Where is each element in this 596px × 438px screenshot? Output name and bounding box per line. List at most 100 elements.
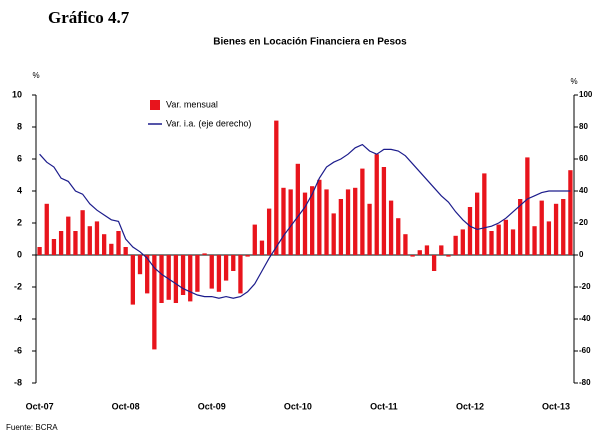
bar [288, 189, 293, 255]
bar [116, 231, 121, 255]
bar [439, 245, 444, 255]
bar [252, 224, 257, 255]
bar [446, 255, 451, 257]
bar [453, 235, 458, 255]
y-tick-label: -2 [14, 281, 22, 291]
bar [173, 255, 179, 303]
bar [80, 210, 85, 255]
bar [431, 255, 437, 271]
bar [553, 203, 559, 255]
y2-tick-label: 40 [579, 186, 588, 195]
y-tick-label: 2 [17, 217, 22, 227]
bar [94, 221, 100, 255]
bar [166, 255, 171, 300]
bar [460, 229, 465, 255]
bar [245, 255, 250, 257]
bar [58, 231, 64, 255]
x-tick-label: Oct-13 [542, 401, 570, 411]
bar [338, 199, 344, 255]
line [39, 143, 571, 299]
bar [37, 247, 42, 255]
bar [561, 199, 566, 255]
bar [381, 167, 387, 255]
y2-tick-label: -80 [579, 378, 591, 387]
bar [568, 170, 573, 255]
bar [209, 255, 214, 289]
bar [159, 255, 164, 303]
y2-unit: % [570, 77, 577, 86]
bar [238, 255, 243, 294]
bar [417, 250, 422, 255]
bar [130, 255, 135, 305]
y-tick-label: 0 [17, 249, 22, 259]
bar [475, 192, 480, 255]
bar [44, 203, 49, 255]
y-tick-label: -6 [14, 345, 22, 355]
y2-tick-label: 0 [579, 250, 584, 259]
bar [295, 163, 300, 255]
y2-tick-label: 60 [579, 154, 588, 163]
y2-tick-label: -60 [579, 346, 591, 355]
y-tick-label: 6 [17, 153, 22, 163]
bar [152, 255, 157, 350]
bar [231, 255, 236, 271]
bar [546, 221, 552, 255]
bar [374, 154, 379, 255]
bar [496, 224, 501, 255]
x-tick-label: Oct-08 [112, 401, 140, 411]
bar [274, 120, 279, 255]
bar [503, 219, 509, 255]
source: Fuente: BCRA [6, 423, 58, 432]
chart-subtitle: Bienes en Locación Financiera en Pesos [213, 37, 407, 48]
bar [145, 255, 150, 294]
bar [525, 157, 530, 255]
bar [137, 255, 143, 275]
bar [109, 243, 114, 255]
bar [367, 203, 372, 255]
y-tick-label: -8 [14, 377, 22, 387]
bar [223, 255, 229, 281]
bar [388, 200, 394, 255]
bar [324, 189, 329, 255]
y-tick-label: -4 [14, 313, 22, 323]
y2-tick-label: 20 [579, 218, 588, 227]
bar [403, 234, 408, 255]
bar [532, 226, 537, 255]
bar [51, 239, 57, 255]
bar [66, 216, 71, 255]
bar [101, 234, 107, 255]
bar [310, 186, 315, 255]
x-tick-label: Oct-11 [370, 401, 398, 411]
x-tick-label: Oct-12 [456, 401, 484, 411]
legend-label: Var. i.a. (eje derecho) [166, 118, 251, 128]
legend-label: Var. mensual [166, 99, 218, 109]
bar [518, 199, 523, 255]
bar [317, 179, 322, 255]
bar [87, 226, 92, 255]
bar [482, 173, 487, 255]
y-tick-label: 8 [17, 121, 22, 131]
bar [396, 218, 401, 255]
bar [353, 187, 358, 255]
bar [180, 255, 186, 295]
bar [489, 231, 494, 255]
x-tick-label: Oct-09 [198, 401, 226, 411]
y2-tick-label: 80 [579, 122, 588, 131]
y2-tick-label: -20 [579, 282, 591, 291]
y2-tick-label: -40 [579, 314, 591, 323]
bar [123, 247, 128, 255]
bar [539, 200, 544, 255]
bar [345, 189, 351, 255]
legend-swatch [150, 100, 160, 110]
y-tick-label: 4 [17, 185, 22, 195]
bar [281, 187, 286, 255]
y-unit: % [32, 71, 39, 80]
bar [360, 168, 365, 255]
bar [73, 231, 78, 255]
y2-tick-label: 100 [579, 90, 593, 99]
bar [410, 255, 415, 257]
x-tick-label: Oct-07 [26, 401, 54, 411]
bar [510, 229, 516, 255]
x-tick-label: Oct-10 [284, 401, 312, 411]
